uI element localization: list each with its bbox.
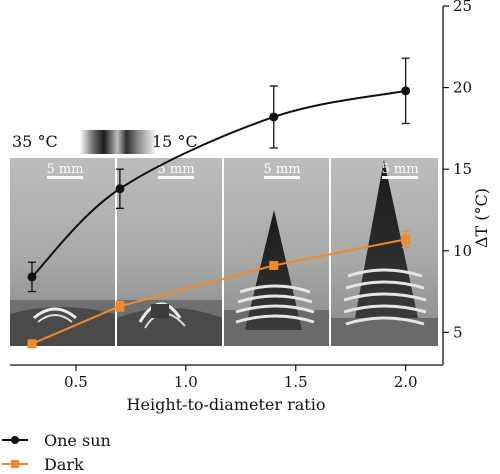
y-tick-label: 5 [453, 323, 463, 341]
data-point [269, 260, 279, 270]
colorbar: 35 °C 15 °C [12, 130, 198, 154]
series-layer [27, 57, 411, 349]
data-point [401, 86, 411, 96]
series-one-sun [27, 57, 411, 293]
series-line-dark [31, 238, 406, 345]
legend-dark-marker [11, 460, 19, 468]
scale-bar-label-3: 5 mm [263, 162, 300, 177]
scale-bar-3 [264, 176, 300, 179]
axes: 0.5 1.0 1.5 2.0 5 10 15 20 25 Height-to-diamete… [10, 0, 491, 414]
thermal-image-2: 5 mm [117, 158, 222, 346]
scale-bar-label-2: 5 mm [157, 162, 194, 177]
legend: One sun Dark [2, 431, 111, 474]
data-point [401, 234, 411, 244]
legend-one-sun-marker [11, 436, 19, 444]
scale-bar-2 [158, 176, 194, 179]
x-axis-label: Height-to-diameter ratio [127, 395, 326, 414]
y-tick-label: 25 [453, 0, 472, 15]
thermal-image-4: 5 mm [331, 158, 438, 346]
y-tick-label: 15 [453, 160, 472, 178]
colorbar-high-label: 35 °C [12, 132, 58, 151]
y-ticks: 5 10 15 20 25 [443, 0, 472, 341]
scale-bar-label-1: 5 mm [46, 162, 83, 177]
y-tick-label: 20 [453, 79, 472, 97]
thermal-image-1: 5 mm [10, 158, 115, 346]
x-tick-label: 2.0 [394, 373, 418, 391]
legend-dark-label: Dark [44, 455, 84, 474]
data-point [27, 339, 37, 349]
thermal-image-3: 5 mm [224, 158, 329, 346]
scale-bar-1 [47, 176, 83, 179]
x-tick-label: 1.0 [174, 373, 198, 391]
series-dark [27, 230, 411, 349]
x-tick-label: 1.5 [284, 373, 308, 391]
legend-one-sun-label: One sun [44, 431, 111, 450]
series-line-one-sun [31, 89, 406, 278]
y-axis-label: ΔT (°C) [472, 188, 491, 248]
y-tick-label: 10 [453, 242, 472, 260]
scale-bar-label-4: 5 mm [381, 162, 418, 177]
data-point [115, 301, 125, 311]
x-tick-label: 0.5 [64, 373, 88, 391]
data-point [115, 184, 125, 194]
colorbar-low-label: 15 °C [152, 132, 198, 151]
colorbar-gradient [80, 130, 155, 154]
scale-bar-4 [382, 176, 418, 179]
data-point [269, 112, 279, 122]
data-point [27, 272, 37, 282]
x-ticks: 0.5 1.0 1.5 2.0 [64, 365, 418, 391]
